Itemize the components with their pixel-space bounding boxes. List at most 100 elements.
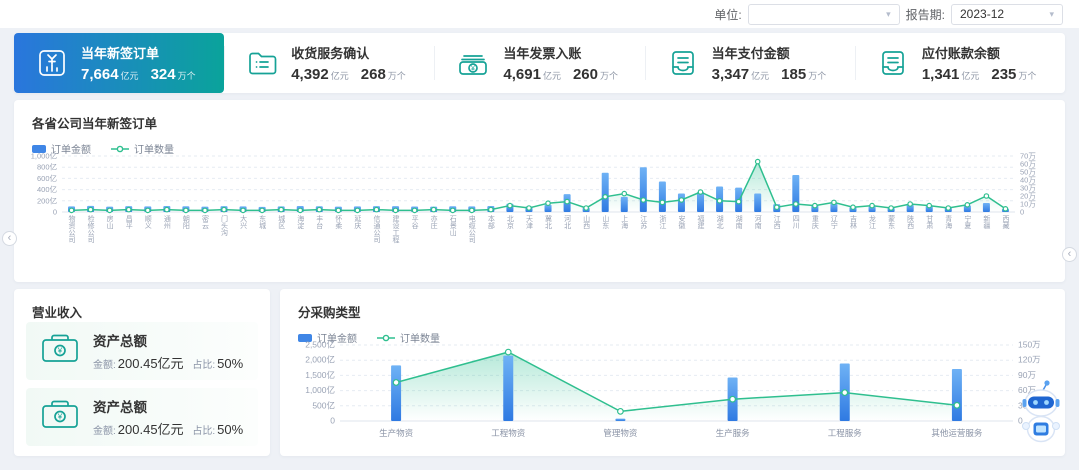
line-point[interactable] [583, 205, 589, 211]
line-point[interactable] [259, 207, 265, 214]
line-point[interactable] [812, 202, 818, 209]
line-point[interactable] [640, 197, 647, 203]
line-point[interactable] [773, 204, 780, 211]
asset-total-card[interactable]: ¥ 资产总额 金额: 200.45亿元 占比: 50% [26, 322, 258, 380]
line-point[interactable] [468, 207, 475, 214]
line-point[interactable] [964, 201, 971, 208]
svg-text:¥: ¥ [471, 66, 475, 73]
line-point[interactable] [430, 206, 437, 213]
bar[interactable] [601, 172, 609, 212]
kpi-card-payables-balance[interactable]: 应付账款余额 1,341 亿元 235 万个 [854, 33, 1065, 93]
line-point[interactable] [278, 206, 284, 213]
line-point[interactable] [564, 198, 570, 205]
legend-item-order-amount[interactable]: 订单金额 [32, 141, 91, 156]
kpi-card-goods-service-confirm[interactable]: 收货服务确认 4,392 亿元 268 万个 [224, 33, 434, 93]
legend-item-order-count[interactable]: 订单数量 [377, 330, 440, 345]
line-point[interactable] [850, 204, 856, 211]
bar[interactable] [658, 181, 666, 212]
line-point[interactable] [411, 207, 418, 214]
right-axis-tick: 0 [1020, 208, 1024, 217]
legend-item-order-count[interactable]: 订单数量 [111, 141, 174, 156]
assistant-robot[interactable] [1015, 376, 1067, 451]
line-point[interactable] [735, 198, 742, 205]
bar[interactable] [391, 365, 402, 421]
line-point[interactable] [373, 206, 380, 213]
line-point[interactable] [87, 206, 94, 213]
line-point[interactable] [617, 407, 624, 415]
line-point[interactable] [793, 201, 799, 207]
line-point[interactable] [869, 202, 875, 209]
kpi-amount-unit: 亿元 [120, 71, 139, 81]
line-point[interactable] [678, 197, 685, 203]
line-point[interactable] [621, 190, 628, 197]
bar[interactable] [754, 193, 762, 212]
line-point[interactable] [106, 207, 113, 214]
kpi-card-new-orders[interactable]: 当年新签订单 7,664 亿元 324 万个 [14, 33, 225, 93]
line-point[interactable] [202, 207, 208, 214]
line-point[interactable] [831, 199, 837, 206]
line-point[interactable] [729, 395, 736, 403]
line-point[interactable] [1002, 205, 1009, 212]
right-axis-tick: 40万 [1020, 176, 1036, 185]
line-point[interactable] [953, 401, 961, 409]
period-select[interactable]: 2023-12 ▾ [951, 3, 1063, 25]
line-point[interactable] [164, 206, 170, 213]
right-axis-tick: 90万 [1018, 370, 1036, 380]
kpi-card-invoices-booked[interactable]: ¥ 当年发票入账 4,691 亿元 260 万个 [434, 33, 644, 93]
carousel-right-arrow[interactable]: ‹ [1062, 247, 1077, 262]
left-axis-tick: 0 [53, 208, 57, 217]
line-point[interactable] [545, 200, 551, 207]
bar[interactable] [615, 418, 626, 421]
line-point[interactable] [602, 193, 609, 200]
bar[interactable] [868, 206, 876, 212]
line-point[interactable] [183, 207, 189, 214]
line-point[interactable] [907, 201, 913, 207]
carousel-left-arrow[interactable]: ‹ [2, 231, 17, 246]
line-point[interactable] [945, 205, 952, 211]
banknote-yuan-icon: ¥ [40, 399, 80, 436]
line-point[interactable] [659, 199, 666, 206]
kpi-title: 当年新签订单 [81, 46, 160, 61]
bar[interactable] [544, 204, 552, 212]
unit-select[interactable]: ▾ [747, 3, 900, 25]
legend-item-order-amount[interactable]: 订单金额 [298, 330, 357, 345]
line-point[interactable] [697, 189, 704, 195]
bar[interactable] [620, 196, 628, 212]
line-point[interactable] [754, 158, 761, 165]
line-point[interactable] [507, 202, 513, 209]
kpi-card-payments[interactable]: 当年支付金额 3,347 亿元 185 万个 [644, 33, 855, 93]
bar[interactable] [951, 369, 962, 421]
bar[interactable] [906, 204, 914, 212]
right-axis-tick: 120万 [1018, 355, 1041, 365]
line-point[interactable] [449, 207, 456, 214]
card-values: 金额: 200.45亿元 占比: 50% [93, 419, 249, 438]
line-point[interactable] [983, 193, 990, 199]
line-point[interactable] [504, 348, 512, 356]
line-point[interactable] [316, 206, 323, 213]
kpi-values: 3,347 亿元 185 万个 [712, 66, 827, 83]
line-point[interactable] [488, 206, 494, 213]
line-point[interactable] [926, 202, 933, 209]
line-point[interactable] [125, 206, 132, 213]
kpi-amount-unit: 亿元 [542, 71, 561, 81]
line-point[interactable] [335, 207, 342, 214]
line-point[interactable] [526, 205, 532, 211]
line-point[interactable] [240, 207, 246, 214]
line-point[interactable] [297, 207, 304, 214]
line-point[interactable] [354, 207, 361, 214]
line-point[interactable] [68, 207, 75, 214]
bar[interactable] [982, 203, 990, 212]
bar[interactable] [503, 355, 514, 421]
line-point[interactable] [221, 206, 227, 213]
line-point[interactable] [392, 379, 400, 386]
asset-total-card[interactable]: ¥ 资产总额 金额: 200.45亿元 占比: 50% [26, 388, 258, 446]
line-point[interactable] [392, 207, 399, 214]
line-point[interactable] [888, 205, 894, 211]
bar[interactable] [830, 203, 838, 212]
bar[interactable] [639, 167, 647, 212]
line-point[interactable] [841, 389, 849, 397]
kpi-values: 7,664 亿元 324 万个 [81, 66, 196, 83]
bar[interactable] [697, 191, 705, 212]
line-point[interactable] [716, 197, 723, 204]
line-point[interactable] [144, 207, 151, 214]
